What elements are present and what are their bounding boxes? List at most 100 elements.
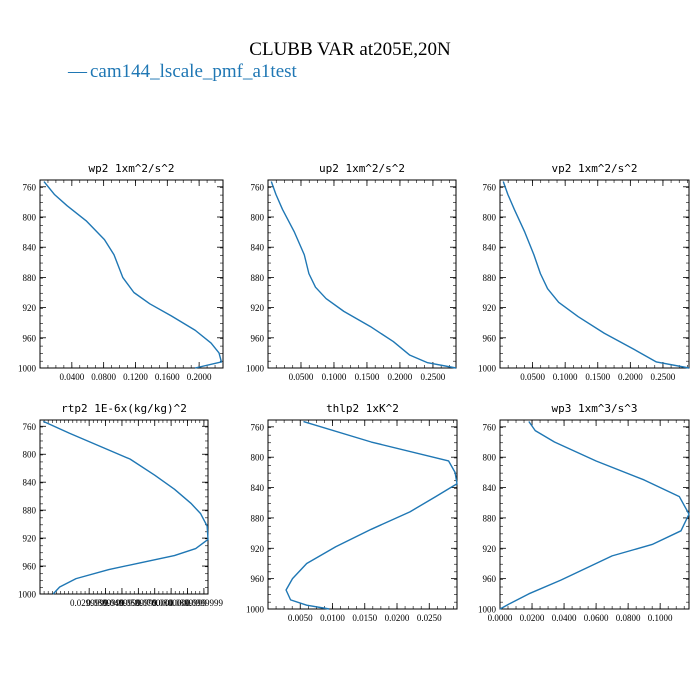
y-tick-label: 880 bbox=[251, 513, 265, 523]
x-tick-label: 0.1500 bbox=[355, 372, 380, 382]
x-tick-label: 0.0100 bbox=[320, 613, 345, 623]
y-tick-label: 840 bbox=[483, 483, 497, 493]
x-tick-label: 0.0250 bbox=[417, 613, 442, 623]
panel-2: up2 1xm^2/s^2 760 800 840 880 920 960 1000 0.050… bbox=[246, 162, 457, 382]
y-tick-label: 960 bbox=[251, 574, 265, 584]
x-tick-label: 0.0800 bbox=[91, 372, 116, 382]
panel-5: thlp2 1xK^2 760 800 840 880 920 960 1000 0.0050 0… bbox=[246, 402, 458, 623]
legend-label: cam144_lscale_pmf_a1test bbox=[90, 61, 298, 82]
series-line bbox=[499, 421, 690, 610]
panel-title: wp3 1xm^3/s^3 bbox=[551, 402, 637, 415]
series-line bbox=[42, 420, 209, 595]
x-tick-label: 0.0599999 bbox=[119, 598, 158, 608]
x-tick-label: 0.0700000 bbox=[136, 598, 175, 608]
x-tick-label: 0.0499999 bbox=[103, 598, 142, 608]
x-tick-label: 0.0399999 bbox=[86, 598, 125, 608]
plot-frame bbox=[39, 419, 209, 595]
x-tick-label: 0.0800 bbox=[616, 613, 641, 623]
y-tick-label: 800 bbox=[251, 453, 265, 463]
y-tick-label: 760 bbox=[483, 182, 497, 192]
x-tick-label: 0.2500 bbox=[421, 372, 446, 382]
x-tick-label: 0.2000 bbox=[388, 372, 413, 382]
series-line bbox=[270, 181, 457, 369]
x-tick-label: 0.0050 bbox=[288, 613, 313, 623]
y-tick-label: 920 bbox=[23, 534, 37, 544]
panel-title: up2 1xm^2/s^2 bbox=[319, 162, 405, 175]
plot-frame bbox=[39, 179, 224, 369]
y-tick-label: 920 bbox=[23, 303, 37, 313]
y-tick-label: 960 bbox=[483, 574, 497, 584]
y-tick-label: 1000 bbox=[478, 364, 497, 374]
x-tick-label: 0.0800000 bbox=[152, 598, 191, 608]
y-tick-label: 800 bbox=[23, 450, 37, 460]
y-tick-label: 880 bbox=[483, 273, 497, 283]
y-tick-label: 1000 bbox=[246, 364, 265, 374]
panel-title: wp2 1xm^2/s^2 bbox=[88, 162, 174, 175]
x-tick-label: 0.0999999 bbox=[185, 598, 224, 608]
y-tick-label: 800 bbox=[483, 212, 497, 222]
y-tick-label: 760 bbox=[483, 422, 497, 432]
y-tick-label: 920 bbox=[251, 544, 265, 554]
x-tick-label: 0.0400 bbox=[59, 372, 84, 382]
legend: — cam144_lscale_pmf_a1test bbox=[67, 61, 298, 82]
x-tick-label: 0.1000 bbox=[322, 372, 347, 382]
x-tick-label: 0.1000 bbox=[553, 372, 578, 382]
plot-frame bbox=[267, 179, 457, 369]
x-tick-label: 0.0400 bbox=[552, 613, 577, 623]
y-tick-label: 760 bbox=[251, 182, 265, 192]
y-tick-label: 1000 bbox=[18, 364, 37, 374]
x-tick-label: 0.2500 bbox=[651, 372, 676, 382]
y-tick-label: 760 bbox=[251, 422, 265, 432]
panel-3: vp2 1xm^2/s^2 760 800 840 880 920 960 1000 0.050… bbox=[478, 162, 690, 382]
figure-title: CLUBB VAR at205E,20N bbox=[249, 39, 451, 60]
x-tick-label: 0.1200 bbox=[123, 372, 148, 382]
panels: wp2 1xm^2/s^2 760 800 840 880 920 960 1000 0.040… bbox=[18, 162, 690, 623]
y-tick-label: 960 bbox=[23, 562, 37, 572]
y-tick-label: 920 bbox=[251, 303, 265, 313]
y-tick-label: 840 bbox=[483, 243, 497, 253]
plot-frame bbox=[499, 419, 690, 610]
y-tick-label: 1000 bbox=[478, 605, 497, 615]
y-tick-label: 880 bbox=[23, 273, 37, 283]
panel-title: vp2 1xm^2/s^2 bbox=[551, 162, 637, 175]
series-line bbox=[502, 181, 690, 369]
x-tick-label: 0.0200 bbox=[520, 613, 545, 623]
x-tick-label: 0.0500 bbox=[520, 372, 545, 382]
plot-frame bbox=[267, 419, 458, 610]
y-tick-label: 960 bbox=[23, 333, 37, 343]
panel-title: rtp2 1E-6x(kg/kg)^2 bbox=[61, 402, 187, 415]
y-tick-label: 840 bbox=[23, 243, 37, 253]
x-tick-label: 0.0000 bbox=[488, 613, 513, 623]
y-tick-label: 920 bbox=[483, 303, 497, 313]
x-tick-label: 0.0200 bbox=[385, 613, 410, 623]
y-tick-label: 1000 bbox=[246, 605, 265, 615]
x-tick-label: 0.2000 bbox=[187, 372, 212, 382]
y-tick-label: 800 bbox=[251, 212, 265, 222]
panel-1: wp2 1xm^2/s^2 760 800 840 880 920 960 1000 0.040… bbox=[18, 162, 224, 382]
y-tick-label: 960 bbox=[251, 333, 265, 343]
y-tick-label: 760 bbox=[23, 422, 37, 432]
x-tick-label: 0.1000 bbox=[648, 613, 673, 623]
y-tick-label: 800 bbox=[483, 453, 497, 463]
plot-frame bbox=[499, 179, 690, 369]
y-tick-label: 760 bbox=[23, 182, 37, 192]
y-tick-label: 880 bbox=[483, 513, 497, 523]
x-tick-label: 0.0899999 bbox=[168, 598, 207, 608]
x-tick-label: 0.1600 bbox=[155, 372, 180, 382]
y-tick-label: 840 bbox=[251, 243, 265, 253]
series-line bbox=[285, 420, 458, 610]
x-tick-label: 0.0500 bbox=[289, 372, 314, 382]
panel-4: rtp2 1E-6x(kg/kg)^2 760 800 840 880 920 960 100… bbox=[18, 402, 224, 608]
panel-title: thlp2 1xK^2 bbox=[326, 402, 399, 415]
y-tick-label: 880 bbox=[251, 273, 265, 283]
y-tick-label: 960 bbox=[483, 333, 497, 343]
x-tick-label: 0.0299999 bbox=[70, 598, 109, 608]
y-tick-label: 840 bbox=[251, 483, 265, 493]
y-tick-label: 1000 bbox=[18, 590, 37, 600]
x-tick-label: 0.0150 bbox=[352, 613, 377, 623]
x-tick-label: 0.2000 bbox=[618, 372, 643, 382]
series-line bbox=[43, 181, 223, 369]
y-tick-label: 800 bbox=[23, 212, 37, 222]
panel-6: wp3 1xm^3/s^3 760 800 840 880 920 960 10000.000… bbox=[478, 402, 690, 623]
